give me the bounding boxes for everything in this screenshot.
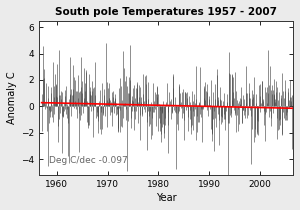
Y-axis label: Anomaly C: Anomaly C [7, 71, 17, 124]
Text: Deg C/dec -0.097: Deg C/dec -0.097 [49, 156, 128, 165]
Title: South pole Temperatures 1957 - 2007: South pole Temperatures 1957 - 2007 [55, 7, 277, 17]
X-axis label: Year: Year [156, 193, 176, 203]
